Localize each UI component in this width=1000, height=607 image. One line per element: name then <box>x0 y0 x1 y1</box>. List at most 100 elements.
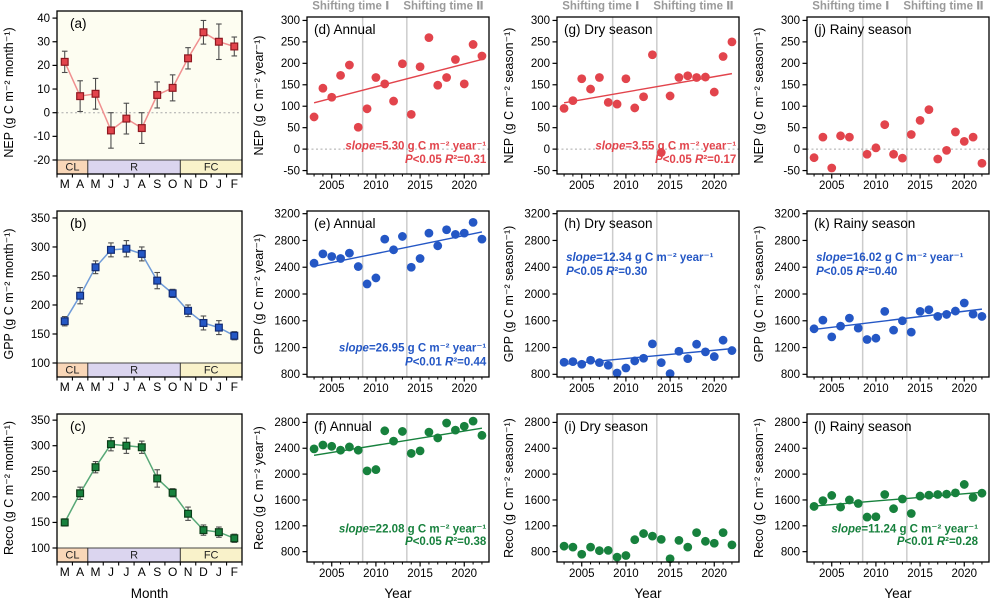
x-tick-label: O <box>168 177 177 191</box>
y-tick-label: 2800 <box>774 417 800 429</box>
data-point-square <box>137 249 146 258</box>
data-point-circle <box>612 99 622 109</box>
panel-title: (h) Dry season <box>564 216 653 231</box>
data-point-circle <box>674 73 684 82</box>
x-tick-label: 2005 <box>569 180 595 192</box>
data-point-circle <box>612 552 622 562</box>
data-point-circle <box>906 327 916 337</box>
data-point-circle <box>336 70 345 80</box>
data-point-circle <box>345 60 354 70</box>
data-point-square <box>153 276 162 285</box>
y-tick-label: 200 <box>281 58 300 70</box>
data-point-circle <box>639 353 648 363</box>
data-point-circle <box>380 426 390 436</box>
data-point-circle <box>827 491 837 500</box>
y-tick-label: 10 <box>37 84 50 96</box>
x-tick-label: 2020 <box>451 180 477 192</box>
data-point-circle <box>603 97 613 107</box>
data-point-circle <box>880 120 890 130</box>
y-tick-label: 1200 <box>274 342 300 354</box>
x-tick-label: 2015 <box>907 568 933 580</box>
y-axis-title: Reco (g C m⁻² year⁻¹) <box>252 426 266 550</box>
y-tick-label: 300 <box>31 242 50 254</box>
y-tick-label: 1200 <box>524 342 550 354</box>
data-point-circle <box>951 127 960 137</box>
data-point-circle <box>586 542 595 552</box>
y-axis: -50 0 50 100 150 200 250 300 <box>281 15 307 177</box>
data-point-circle <box>809 153 819 163</box>
panel-title: (j) Rainy season <box>814 22 912 37</box>
data-point-circle <box>406 109 416 119</box>
data-point-circle <box>362 104 372 114</box>
data-point-circle <box>398 232 407 241</box>
data-series <box>60 19 239 149</box>
data-point-circle <box>398 59 407 69</box>
y-axis-title: NEP (g C m⁻² year⁻¹) <box>252 36 266 156</box>
plot-background <box>57 11 242 174</box>
data-point-square <box>168 488 177 497</box>
y-tick-label: 50 <box>287 122 300 134</box>
panel-title: (a) <box>70 16 87 31</box>
x-axis: 2005 2010 2015 2020 <box>813 562 983 580</box>
data-series <box>559 528 737 564</box>
y-tick-label: 0 <box>794 144 800 156</box>
x-axis: 2005 2010 2015 2020 <box>813 377 983 395</box>
y-tick-label: 1600 <box>274 316 300 328</box>
y-axis: 800 1200 1600 2000 2400 2800 <box>274 417 307 558</box>
data-point-circle <box>845 132 854 142</box>
y-tick-label: 800 <box>281 546 300 558</box>
season-band-label: R <box>130 550 138 562</box>
data-point-square <box>153 474 162 483</box>
x-tick-label: M <box>60 380 70 394</box>
y-tick-label: 50 <box>537 122 550 134</box>
data-point-square <box>199 318 208 327</box>
y-tick-label: 150 <box>31 517 50 529</box>
data-point-circle <box>809 324 819 334</box>
x-axis: 2005 2010 2015 2020 <box>313 174 483 192</box>
data-point-circle <box>915 115 925 125</box>
y-axis: 800 1200 1600 2000 2400 2800 3200 <box>774 208 807 381</box>
data-point-circle <box>836 131 845 141</box>
data-point-circle <box>871 333 881 343</box>
y-tick-label: 1600 <box>524 495 550 507</box>
x-tick-label: 2010 <box>863 568 889 580</box>
data-point-circle <box>353 445 363 455</box>
data-point-circle <box>871 512 881 522</box>
season-band-label: R <box>130 162 138 174</box>
season-band-label: FC <box>204 365 219 377</box>
data-point-circle <box>845 495 854 505</box>
regression-stats-text: slope=22.08 g C m⁻² year⁻¹ <box>339 523 487 535</box>
y-tick-label: 350 <box>31 415 50 427</box>
y-axis-title: NEP (g C m⁻² season⁻¹) <box>502 28 516 164</box>
plot-border <box>306 16 490 175</box>
y-tick-label: 0 <box>544 144 550 156</box>
data-point-circle <box>630 535 640 545</box>
y-tick-label: 800 <box>281 369 300 381</box>
y-tick-label: 250 <box>531 37 550 49</box>
x-axis-title: Year <box>384 586 412 601</box>
y-tick-label: -50 <box>783 165 800 177</box>
data-point-circle <box>898 316 907 326</box>
data-point-square <box>91 463 100 472</box>
x-tick-label: J <box>108 177 114 191</box>
y-tick-label: 0 <box>44 107 50 119</box>
data-point-circle <box>371 273 381 283</box>
season-band-label: FC <box>204 550 219 562</box>
data-point-circle <box>862 512 872 522</box>
data-point-circle <box>727 37 737 47</box>
chart-f: slope=22.08 g C m⁻² year⁻¹P<0.05 R²=0.38… <box>252 413 490 601</box>
data-point-circle <box>406 262 416 272</box>
x-tick-label: 2020 <box>951 383 977 395</box>
y-tick-label: 800 <box>781 546 800 558</box>
y-axis-title: GPP (g C m⁻² month⁻¹) <box>2 228 16 359</box>
y-tick-label: 1600 <box>774 495 800 507</box>
data-point-circle <box>924 305 934 315</box>
y-axis-title: Reco (g C m⁻² season⁻¹) <box>502 418 516 558</box>
data-point-circle <box>880 490 890 499</box>
panel-k: slope=16.02 g C m⁻² year⁻¹ P<0.05 R²=0.40… <box>750 200 1000 403</box>
data-series <box>309 33 487 132</box>
y-tick-label: 2800 <box>774 235 800 247</box>
y-tick-label: 0 <box>294 144 300 156</box>
